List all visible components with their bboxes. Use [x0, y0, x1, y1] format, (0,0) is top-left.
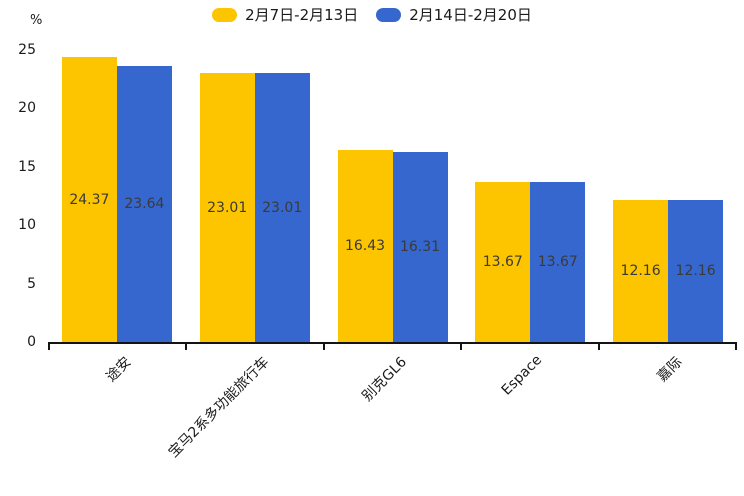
bar-series2-1: 23.64 [116, 65, 172, 342]
bar-series1-2: 23.01 [199, 73, 255, 342]
y-tick-label: 0 [27, 334, 36, 350]
bar-value-label: 13.67 [537, 254, 578, 271]
bar-series2-3: 16.31 [392, 151, 448, 342]
x-axis-tick [322, 344, 325, 350]
bar-series1-3: 16.43 [337, 150, 393, 342]
bar-series2-5: 12.16 [668, 199, 724, 342]
bar-value-label: 16.31 [399, 238, 441, 255]
bar-value-label: 12.16 [675, 262, 716, 279]
bar-value-label: 23.01 [262, 199, 303, 216]
bar-value-label: 12.16 [620, 262, 661, 279]
y-axis-unit-label: % [30, 13, 43, 28]
y-tick-label: 10 [18, 217, 36, 234]
bar-value-label: 13.67 [482, 254, 523, 271]
x-axis-tick [48, 344, 50, 350]
legend-label-week2: 2月14日-2月20日 [409, 6, 532, 24]
legend-item-week1[interactable]: 2月7日-2月13日 [212, 5, 358, 25]
bar-value-label: 23.01 [207, 199, 248, 216]
legend-swatch-yellow [212, 8, 238, 22]
bar-value-label: 16.43 [344, 238, 386, 255]
x-axis-label: 途安 [103, 354, 135, 386]
x-axis-tick [598, 344, 601, 350]
bar-value-label: 24.37 [69, 191, 110, 208]
bar-series2-2: 23.01 [254, 73, 310, 342]
x-axis-label: 别克GL6 [359, 354, 410, 405]
bar-series2-4: 13.67 [530, 182, 586, 342]
y-tick-label: 20 [18, 100, 36, 117]
x-axis-tick [184, 344, 187, 350]
x-axis-category-labels: 途安 宝马2系多功能旅行车 别克GL6 Espace 嘉际 [48, 352, 737, 496]
legend-swatch-blue [376, 8, 402, 22]
y-tick-label: 5 [27, 275, 36, 292]
plot-area: 24.37 23.64 23.01 23.01 16.43 16.31 13.67 13.67… [48, 50, 737, 350]
x-axis-label: 嘉际 [654, 354, 686, 386]
x-axis-tick [460, 344, 463, 350]
bar-value-label: 23.64 [124, 195, 165, 212]
y-axis-tick-labels: 0 5 10 15 20 25 [0, 0, 36, 496]
x-axis-tick [735, 344, 737, 350]
bar-series1-1: 24.37 [61, 57, 117, 342]
legend-item-week2[interactable]: 2月14日-2月20日 [376, 5, 532, 25]
chart-legend: 2月7日-2月13日 2月14日-2月20日 [0, 5, 744, 25]
y-tick-label: 25 [18, 42, 36, 58]
x-axis-label: Espace [499, 352, 546, 399]
x-axis-label: 宝马2系多功能旅行车 [165, 354, 273, 461]
bar-series1-4: 13.67 [475, 182, 531, 342]
legend-label-week1: 2月7日-2月13日 [245, 6, 359, 24]
y-tick-label: 15 [18, 158, 36, 175]
bar-series1-5: 12.16 [613, 199, 669, 342]
